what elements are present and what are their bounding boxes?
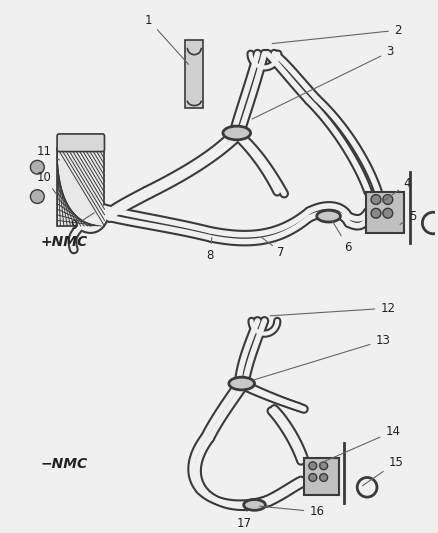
Circle shape [371,195,381,205]
Circle shape [309,462,317,470]
Text: 16: 16 [259,505,324,518]
Text: 1: 1 [145,14,188,64]
Text: 4: 4 [382,177,411,202]
Ellipse shape [223,126,251,140]
Text: 3: 3 [252,45,393,119]
Text: 8: 8 [206,238,214,262]
FancyBboxPatch shape [57,134,105,151]
Text: 10: 10 [37,171,57,195]
Circle shape [383,208,393,218]
Ellipse shape [229,377,254,390]
Text: 17: 17 [237,511,252,530]
Text: 13: 13 [254,334,390,380]
Bar [57,148,105,226]
Bar [304,458,339,495]
Circle shape [320,474,328,481]
Circle shape [320,462,328,470]
Text: −NMC: −NMC [40,457,88,471]
Text: 9: 9 [70,213,94,232]
Text: +NMC: +NMC [40,235,88,248]
Text: 5: 5 [400,209,416,224]
Bar [185,40,203,109]
Text: 15: 15 [363,456,403,486]
Circle shape [383,195,393,205]
Text: 6: 6 [332,221,352,254]
Circle shape [371,208,381,218]
Ellipse shape [317,211,340,222]
Circle shape [30,160,44,174]
Circle shape [309,474,317,481]
Ellipse shape [244,499,265,510]
Circle shape [30,190,44,204]
Text: 12: 12 [270,302,396,316]
Text: 11: 11 [37,145,60,160]
Text: 14: 14 [319,425,400,464]
Bar [366,192,404,233]
Text: 7: 7 [261,237,285,259]
Text: 2: 2 [272,23,402,44]
